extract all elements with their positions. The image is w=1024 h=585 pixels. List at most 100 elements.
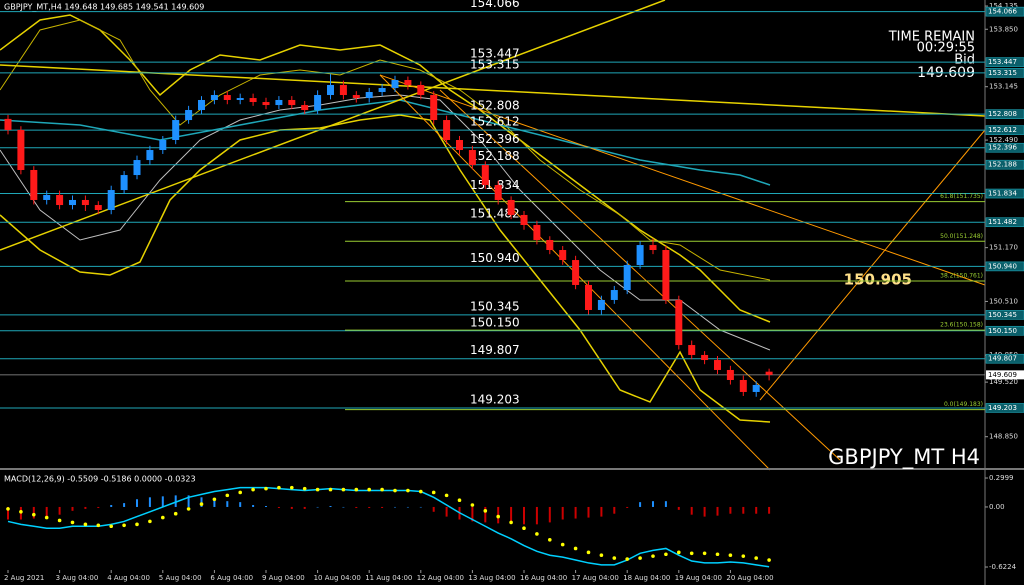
candle-body [572, 260, 580, 285]
candle-body [765, 371, 773, 375]
macd-signal-dot [483, 509, 488, 513]
macd-histogram-bar [148, 497, 151, 507]
level-axis-box [985, 142, 1024, 153]
macd-y-tick-label: 0.2999 [989, 474, 1014, 482]
level-label: 153.447 [470, 47, 520, 61]
macd-signal-dot [573, 546, 578, 551]
level-axis-box [985, 109, 1024, 119]
candle-body [327, 84, 334, 96]
macd-histogram-bar [45, 506, 48, 518]
macd-signal-dot [109, 524, 113, 529]
x-tick-label: 9 Aug 04:00 [262, 574, 305, 582]
y-tick-label: 152.490 [989, 136, 1018, 144]
fib-label: 61.8(151.735) [940, 193, 983, 200]
candle-body [636, 245, 644, 266]
candle-body [533, 224, 541, 240]
macd-signal-dot [522, 526, 526, 530]
macd-histogram-bar [639, 502, 642, 507]
candle-body [107, 190, 115, 211]
candle-body [726, 369, 734, 380]
macd-histogram-bar [136, 499, 138, 507]
candle-body [94, 205, 102, 211]
macd-signal-dot [315, 487, 320, 492]
macd-histogram-bar [445, 506, 448, 517]
macd-histogram-bar [58, 506, 61, 515]
macd-histogram-bar [226, 501, 229, 507]
macd-histogram-bar [7, 506, 9, 520]
level-label: 150.940 [470, 251, 520, 265]
bid-axis-label: 149.609 [988, 371, 1017, 379]
x-tick-label: 10 Aug 04:00 [314, 574, 361, 582]
candle-body [507, 199, 515, 215]
macd-signal-dot [599, 553, 604, 558]
macd-histogram-bar [187, 495, 190, 507]
level-axis-box [985, 217, 1024, 228]
annotation: 150.905 [844, 271, 912, 289]
macd-histogram-bar [200, 497, 203, 507]
level-axis-label: 152.396 [988, 144, 1017, 152]
macd-y-tick-label: 0.00 [989, 503, 1005, 511]
level-label: 152.612 [470, 115, 520, 129]
macd-signal-dot [135, 522, 139, 527]
candle-body [443, 120, 451, 141]
macd-histogram-bar [394, 506, 396, 508]
macd-histogram-bar [587, 506, 590, 518]
x-tick-label: 13 Aug 04:00 [468, 574, 515, 582]
candle-body [172, 120, 180, 141]
x-tick-label: 18 Aug 04:00 [623, 574, 670, 582]
candle-body [81, 199, 89, 206]
candle-body [675, 299, 683, 346]
bid-label: Bid [954, 53, 975, 68]
candle-body [159, 140, 167, 151]
macd-signal-dot [264, 486, 268, 491]
x-tick-label: 3 Aug 04:00 [56, 574, 99, 582]
macd-signal-dot [535, 532, 539, 536]
macd-histogram-bar [316, 506, 319, 508]
y-tick-label: 153.145 [989, 83, 1018, 91]
macd-signal-dot [32, 512, 36, 517]
fib-label: 23.6(150.158) [940, 322, 983, 329]
level-axis-box [985, 6, 1024, 17]
macd-signal-dot [625, 557, 629, 561]
candle-body [133, 160, 141, 176]
level-label: 154.066 [470, 0, 520, 10]
candle-body [69, 199, 76, 206]
macd-histogram-bar [729, 506, 732, 514]
macd-histogram-bar [677, 506, 680, 510]
macd-histogram-bar [664, 501, 667, 507]
macd-histogram-bar [71, 506, 74, 511]
macd-signal-dot [560, 542, 565, 547]
level-axis-box [985, 353, 1024, 364]
header: GBPJPY_MT,H4 149.648 149.685 149.541 149… [4, 3, 204, 12]
candle-body [301, 105, 309, 111]
macd-signal-dot [457, 498, 462, 503]
macd-line [7, 486, 770, 568]
level-label: 150.150 [470, 315, 520, 329]
macd-signal-dot [715, 552, 720, 557]
macd-histogram-bar [613, 506, 616, 514]
y-tick-label: 148.850 [989, 433, 1018, 441]
macd-histogram-bar [97, 506, 100, 508]
candle-body [559, 250, 567, 261]
candle-body [456, 140, 463, 151]
level-axis-box [985, 57, 1024, 67]
macd-y-tick-label: -0.6224 [989, 563, 1017, 571]
candle-body [223, 95, 231, 100]
slow-moving-average [0, 99, 771, 186]
macd-signal-dot [638, 556, 642, 560]
macd-signal-dot [354, 487, 359, 492]
macd-histogram-bar [161, 496, 164, 507]
level-axis-label: 150.150 [988, 327, 1017, 335]
candle-body [714, 360, 721, 370]
fib-label: 0.0(149.183) [944, 401, 983, 408]
macd-signal-dot [19, 509, 23, 514]
level-axis-label: 151.834 [988, 190, 1017, 198]
candle-body [585, 284, 592, 310]
macd-signal-dot [380, 487, 384, 492]
level-axis-label: 152.612 [988, 126, 1017, 134]
candle-body [314, 95, 322, 111]
level-axis-label: 152.808 [988, 110, 1017, 118]
